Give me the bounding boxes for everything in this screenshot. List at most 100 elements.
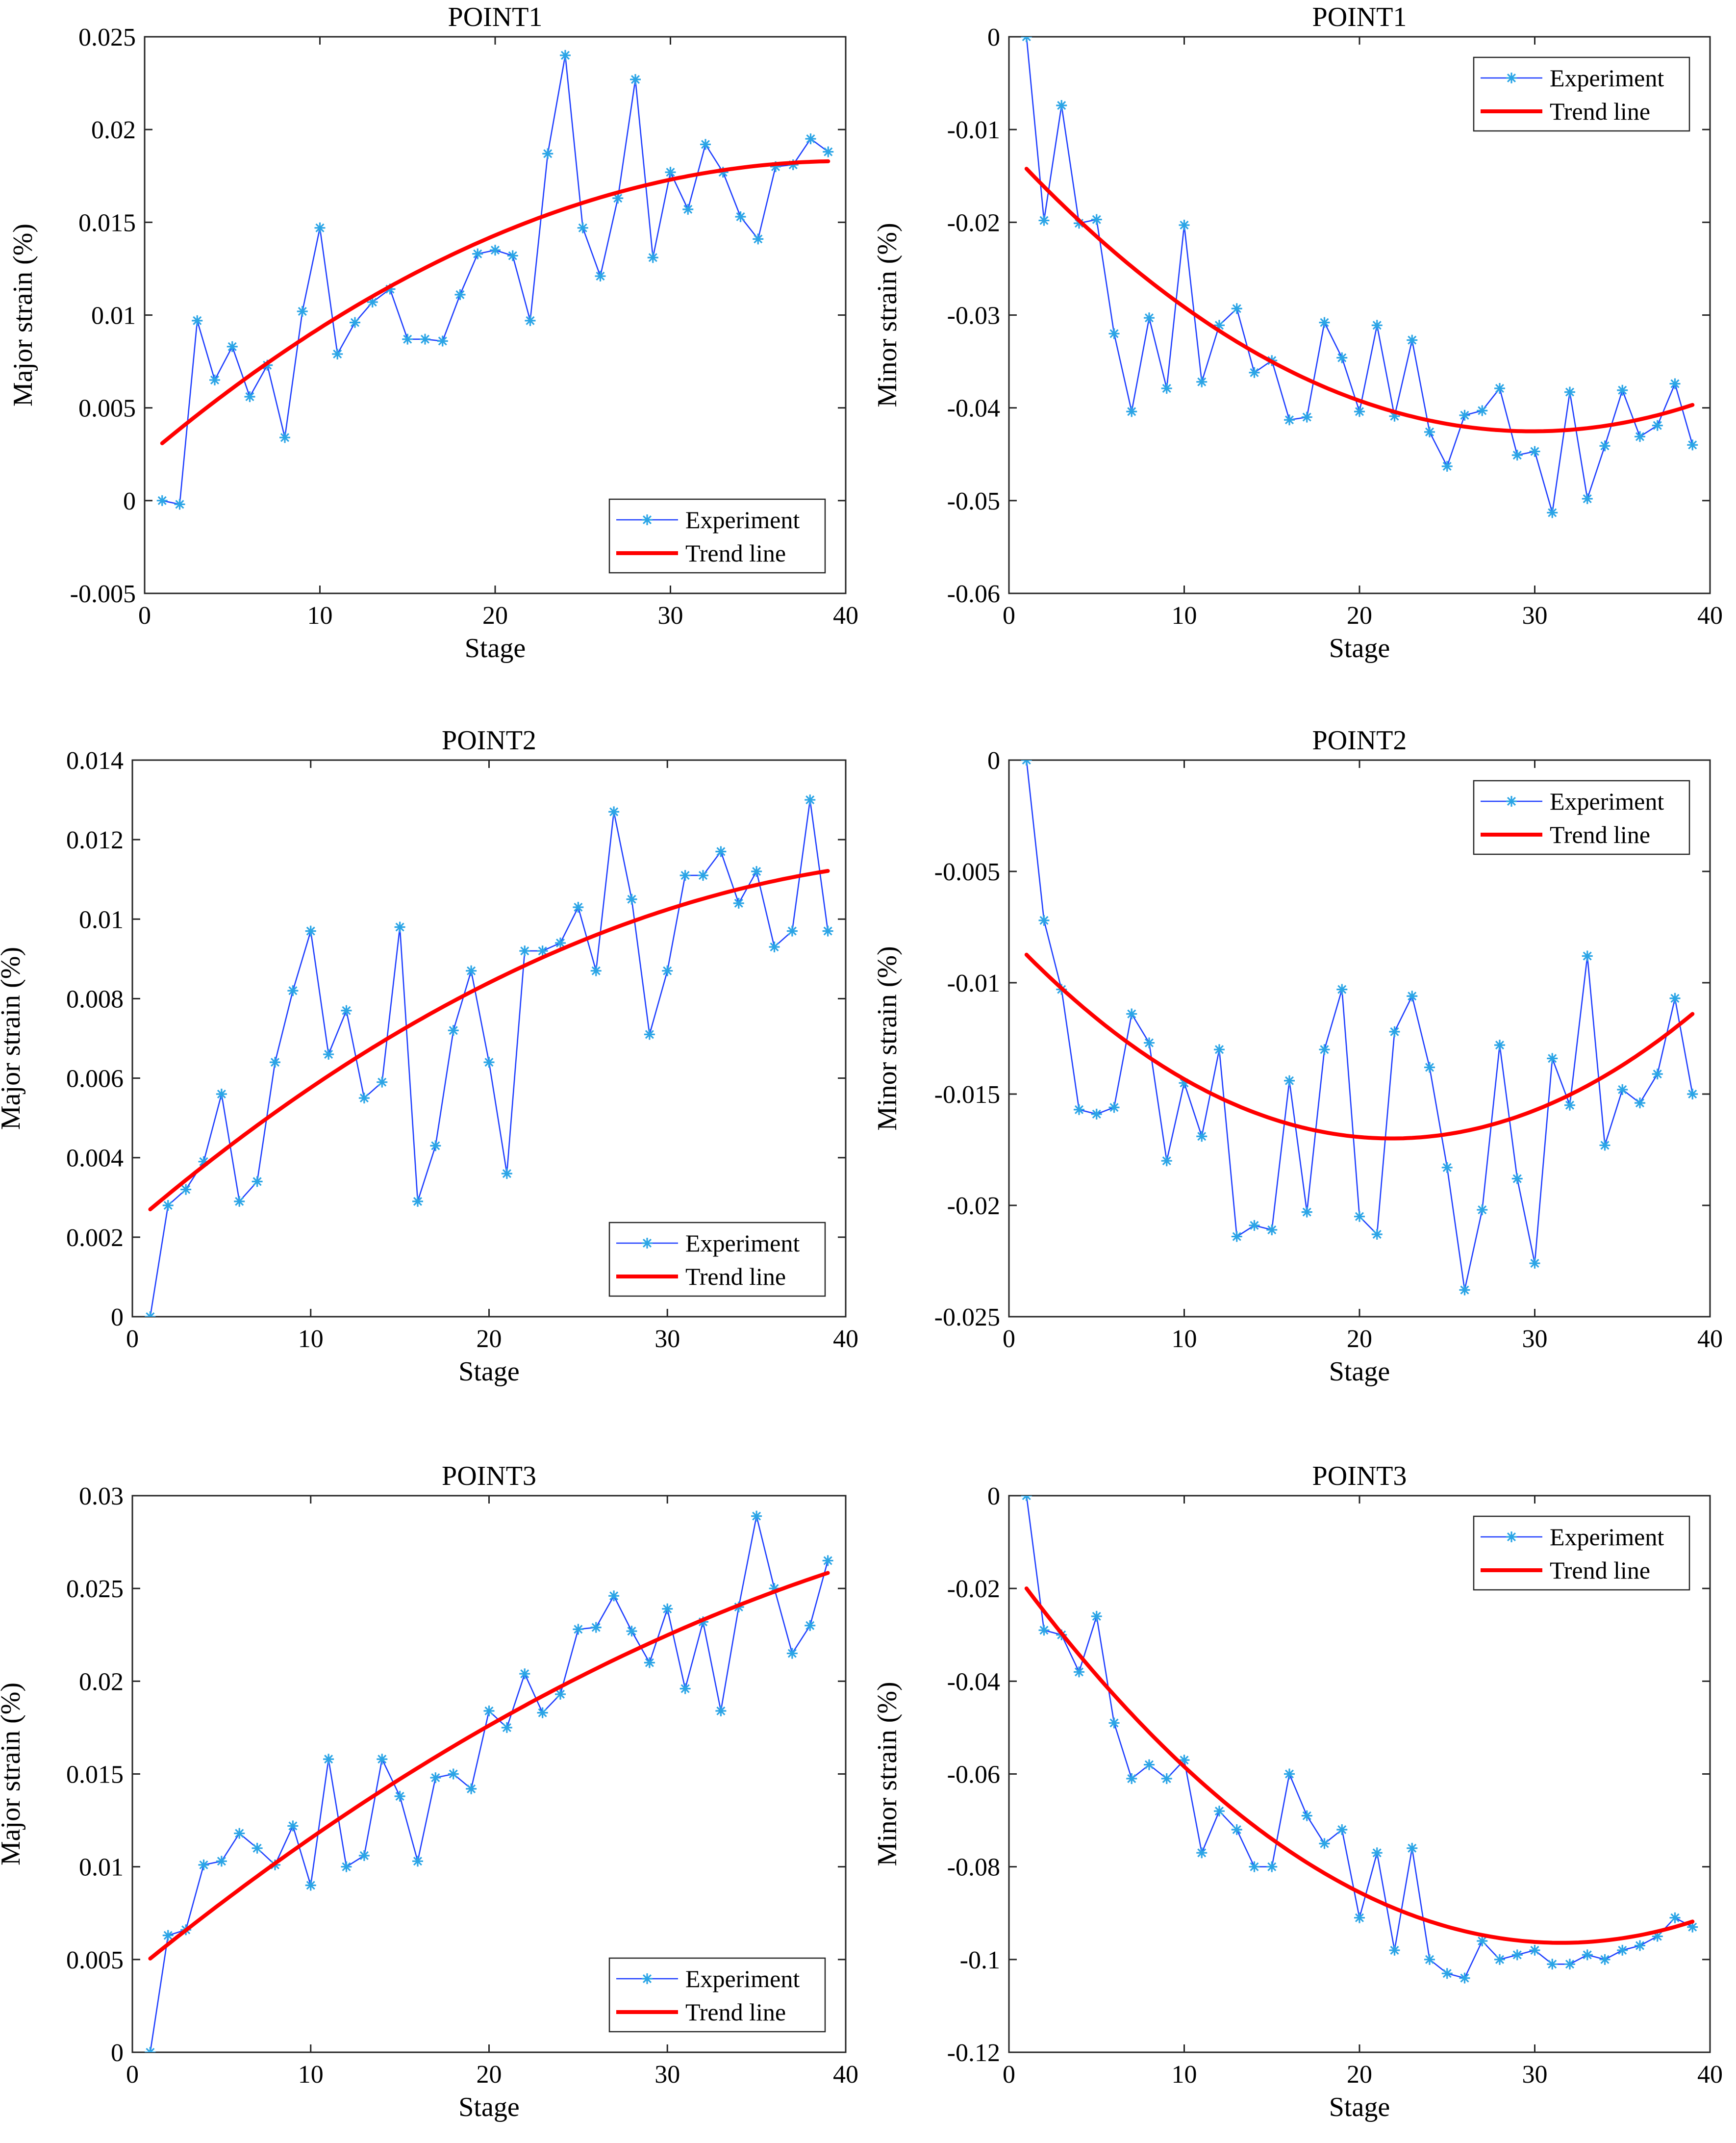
chart-3-ytick-label: 0.012 [66,826,124,854]
chart-3-experiment-point [679,870,691,881]
chart-6-experiment-point [1477,1936,1488,1946]
chart-2-experiment-point [1635,431,1645,442]
chart-6-experiment-point [1074,1666,1084,1678]
chart-1-ytick-label: 0.015 [78,209,136,237]
chart-6-experiment-point [1564,1959,1575,1970]
chart-3-experiment-point [162,1200,174,1211]
chart-1-experiment-point [647,252,658,263]
chart-2-ytick-label: 0 [987,24,1000,51]
chart-panel-3: POINT2 0 10 20 30 40 0 0.002 0.004 0.006 0.008 0.01… [0,725,858,1387]
chart-4-plot-area [1021,760,1698,1296]
chart-2-experiment-point [1196,376,1208,387]
chart-6-series-trend-line [1024,1586,1695,1945]
chart-5-experiment-point [555,1688,566,1700]
chart-3-experiment-point [323,1048,334,1060]
chart-2-plot-area [1021,37,1698,518]
chart-2-experiment-point [1214,320,1225,331]
chart-1-experiment-point [577,222,588,233]
chart-3-legend-experiment-label: Experiment [685,1229,800,1257]
chart-1-legend-experiment-label: Experiment [685,506,800,534]
chart-3-experiment-point [573,901,584,913]
chart-4-xlabel: Stage [1329,1356,1390,1387]
chart-4-legend-box [1473,780,1690,855]
chart-1-experiment-point [770,161,781,172]
chart-1-xtick-label: 10 [307,602,333,630]
chart-5-legend: Experiment Trend line [608,1957,826,2033]
chart-3-experiment-point [341,1005,352,1016]
chart-1-experiment-point [156,495,168,506]
chart-5-experiment-point [394,1790,405,1802]
chart-3-experiment-point [555,937,566,948]
chart-3-experiment-point [715,846,727,857]
chart-4-legend-trend-label: Trend line [1550,821,1650,848]
chart-5-xtick-label: 40 [833,2061,858,2089]
chart-2-ytick-label: -0.02 [947,209,1000,237]
chart-6-experiment-point [1441,1968,1453,1979]
chart-2-xtick-label: 10 [1172,602,1197,630]
chart-3-experiment-point [377,1076,388,1088]
chart-3-experiment-point [198,1156,209,1167]
chart-5-experiment-point [162,1930,174,1941]
chart-5-ytick-label: 0.03 [79,1482,124,1510]
chart-4-experiment-point [1564,1099,1575,1111]
chart-2-legend: Experiment Trend line [1473,56,1690,132]
chart-1-experiment-point [612,193,624,204]
chart-2-ytick-label: -0.04 [947,395,1000,423]
chart-6-experiment-point [1091,1610,1102,1622]
chart-6-experiment-point [1161,1773,1172,1784]
chart-5-experiment-point [466,1783,477,1794]
chart-6-ytick-label: -0.08 [947,1854,1000,1882]
chart-6-ytick-label: -0.02 [947,1575,1000,1603]
chart-2-experiment-point [1687,439,1698,451]
chart-1-experiment-point [823,146,834,157]
chart-4-ylabel: Minor strain (%) [872,946,903,1130]
chart-2-experiment-point [1424,426,1435,437]
chart-6-experiment-point [1669,1912,1681,1923]
chart-2-experiment-point [1284,414,1295,426]
chart-5-experiment-point [430,1772,441,1784]
chart-4-experiment-point [1371,1229,1383,1240]
chart-1-experiment-point [297,306,308,317]
chart-6-experiment-point [1354,1912,1365,1923]
chart-1-xtick-label: 0 [138,602,151,630]
chart-2-experiment-point [1021,37,1032,42]
chart-3-experiment-point [537,945,548,957]
chart-5-experiment-point [448,1768,459,1780]
chart-3-experiment-point [519,945,530,957]
chart-2-legend-trend-label: Trend line [1550,98,1650,125]
chart-3-experiment-point [287,985,299,996]
chart-5-experiment-point [341,1861,352,1872]
chart-6-xlabel: Stage [1329,2092,1390,2122]
chart-1-experiment-point [735,211,746,222]
chart-3-legend: Experiment Trend line [608,1222,826,1297]
chart-4-experiment-point [1161,1155,1172,1167]
chart-4-experiment-point [1582,950,1593,962]
chart-2-xtick-label: 40 [1697,602,1723,630]
chart-3-experiment-point [145,1311,156,1317]
chart-5-experiment-point [822,1555,833,1566]
chart-5-legend-experiment-marker [642,1973,653,1984]
chart-4-experiment-point [1108,1102,1120,1113]
chart-2-legend-box [1473,56,1690,132]
chart-3-plot-area [145,794,833,1317]
chart-4-experiment-point [1179,1077,1190,1089]
chart-2-experiment-point [1529,446,1540,457]
chart-5-experiment-point [358,1850,370,1861]
chart-4-experiment-point [1547,1053,1558,1064]
chart-5-experiment-point [234,1828,245,1839]
chart-1-ylabel: Major strain (%) [8,224,38,407]
chart-1-experiment-point [753,233,764,245]
chart-4-experiment-point [1144,1037,1155,1048]
chart-2-experiment-point [1511,450,1523,461]
chart-1-xlabel: Stage [465,633,526,663]
chart-1-plot-area [156,50,834,510]
chart-5-experiment-point [590,1622,602,1633]
chart-1-ytick-label: 0 [123,487,136,515]
chart-3-ytick-label: 0 [111,1303,124,1331]
chart-3-experiment-point [430,1140,441,1151]
chart-3-xtick-label: 0 [126,1325,139,1353]
chart-2-experiment-point [1371,320,1383,331]
chart-2-ylabel: Minor strain (%) [872,223,903,407]
chart-1-experiment-point [507,250,518,261]
chart-5-experiment-point [715,1705,727,1716]
